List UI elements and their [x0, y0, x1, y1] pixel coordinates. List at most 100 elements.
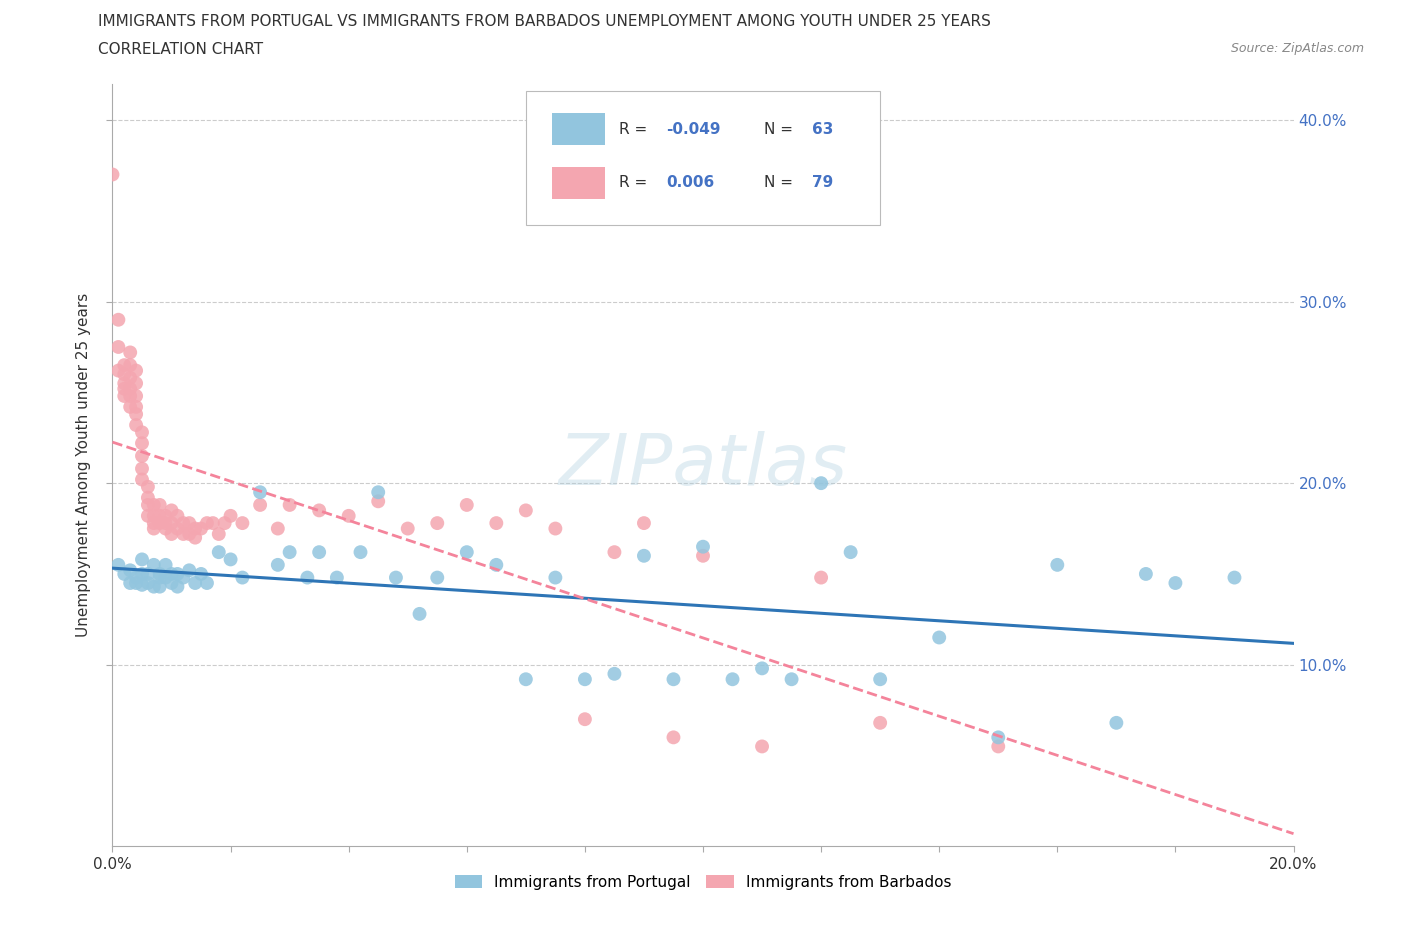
- Point: [485, 515, 508, 530]
- Point: [172, 570, 194, 585]
- Point: [142, 509, 165, 524]
- Point: [131, 472, 153, 487]
- Point: [142, 521, 165, 536]
- Point: [574, 711, 596, 726]
- Point: [337, 509, 360, 524]
- Text: R =: R =: [619, 122, 652, 137]
- Point: [125, 400, 148, 415]
- Point: [149, 509, 172, 524]
- Point: [662, 671, 685, 686]
- Point: [869, 715, 891, 730]
- Point: [120, 389, 142, 404]
- Point: [131, 578, 153, 592]
- Point: [131, 461, 153, 476]
- Point: [125, 570, 148, 585]
- Point: [208, 526, 231, 541]
- Point: [308, 545, 330, 560]
- Point: [160, 503, 183, 518]
- Point: [278, 545, 301, 560]
- Point: [179, 563, 201, 578]
- Point: [120, 370, 142, 385]
- Point: [692, 549, 714, 564]
- FancyBboxPatch shape: [551, 166, 605, 199]
- Point: [131, 436, 153, 451]
- Point: [839, 545, 862, 560]
- Legend: Immigrants from Portugal, Immigrants from Barbados: Immigrants from Portugal, Immigrants fro…: [449, 869, 957, 896]
- Text: 79: 79: [811, 176, 832, 191]
- Point: [869, 671, 891, 686]
- Point: [1046, 557, 1069, 572]
- Point: [155, 570, 177, 585]
- Point: [385, 570, 408, 585]
- Point: [120, 576, 142, 591]
- Point: [544, 570, 567, 585]
- Point: [112, 566, 135, 581]
- Point: [142, 515, 165, 530]
- Point: [142, 498, 165, 512]
- Point: [125, 363, 148, 378]
- Point: [195, 576, 218, 591]
- Point: [184, 530, 207, 545]
- Point: [107, 557, 129, 572]
- Point: [603, 545, 626, 560]
- Point: [408, 606, 430, 621]
- Point: [136, 490, 159, 505]
- Y-axis label: Unemployment Among Youth under 25 years: Unemployment Among Youth under 25 years: [76, 293, 91, 637]
- Point: [1135, 566, 1157, 581]
- Point: [1105, 715, 1128, 730]
- Point: [267, 557, 290, 572]
- Text: Source: ZipAtlas.com: Source: ZipAtlas.com: [1230, 42, 1364, 55]
- Point: [166, 566, 188, 581]
- Point: [149, 570, 172, 585]
- Point: [231, 515, 253, 530]
- Point: [160, 515, 183, 530]
- Point: [214, 515, 236, 530]
- Point: [179, 515, 201, 530]
- Point: [142, 557, 165, 572]
- Point: [107, 363, 129, 378]
- Point: [136, 576, 159, 591]
- Text: -0.049: -0.049: [666, 122, 721, 137]
- Point: [349, 545, 371, 560]
- Point: [131, 552, 153, 567]
- Point: [780, 671, 803, 686]
- Point: [426, 515, 449, 530]
- Point: [131, 425, 153, 440]
- Point: [456, 498, 478, 512]
- FancyBboxPatch shape: [551, 113, 605, 145]
- Point: [125, 389, 148, 404]
- Point: [190, 566, 212, 581]
- Point: [112, 358, 135, 373]
- Text: N =: N =: [765, 176, 799, 191]
- Point: [155, 515, 177, 530]
- Point: [131, 448, 153, 463]
- Point: [208, 545, 231, 560]
- Point: [249, 485, 271, 499]
- Point: [166, 579, 188, 594]
- Point: [633, 549, 655, 564]
- Point: [485, 557, 508, 572]
- Point: [172, 526, 194, 541]
- Point: [131, 566, 153, 581]
- Point: [107, 339, 129, 354]
- Point: [278, 498, 301, 512]
- Point: [112, 376, 135, 391]
- Point: [120, 381, 142, 396]
- Point: [367, 485, 389, 499]
- Text: IMMIGRANTS FROM PORTUGAL VS IMMIGRANTS FROM BARBADOS UNEMPLOYMENT AMONG YOUTH UN: IMMIGRANTS FROM PORTUGAL VS IMMIGRANTS F…: [98, 14, 991, 29]
- Point: [120, 358, 142, 373]
- Point: [692, 539, 714, 554]
- Text: ZIPatlas: ZIPatlas: [558, 431, 848, 499]
- Point: [515, 503, 537, 518]
- Text: 0.006: 0.006: [666, 176, 714, 191]
- Point: [125, 406, 148, 421]
- Point: [107, 312, 129, 327]
- Point: [149, 498, 172, 512]
- Point: [928, 630, 950, 644]
- Text: R =: R =: [619, 176, 652, 191]
- Point: [326, 570, 349, 585]
- Point: [633, 515, 655, 530]
- Point: [112, 381, 135, 396]
- Point: [125, 576, 148, 591]
- Point: [810, 476, 832, 491]
